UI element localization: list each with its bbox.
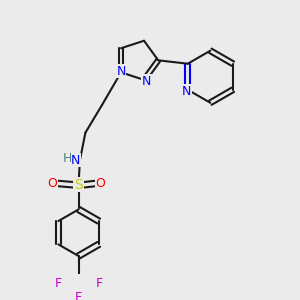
Text: N: N — [71, 154, 80, 166]
Text: F: F — [95, 277, 103, 290]
Text: N: N — [142, 75, 152, 88]
Text: N: N — [116, 64, 126, 77]
Text: O: O — [48, 177, 58, 190]
Text: F: F — [54, 277, 61, 290]
Text: H: H — [63, 152, 72, 165]
Text: F: F — [75, 291, 82, 300]
Text: S: S — [74, 178, 83, 192]
Text: N: N — [182, 85, 191, 98]
Text: O: O — [95, 177, 105, 190]
